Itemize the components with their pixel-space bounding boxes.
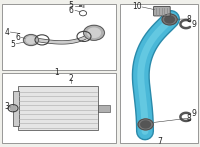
FancyBboxPatch shape	[120, 4, 198, 143]
Text: 5: 5	[69, 1, 73, 10]
Text: 4: 4	[5, 27, 9, 37]
Circle shape	[141, 121, 150, 128]
Text: 8: 8	[187, 114, 191, 123]
Text: 6: 6	[15, 33, 20, 42]
Text: 9: 9	[192, 109, 196, 118]
Text: 5: 5	[11, 40, 15, 49]
Text: 6: 6	[69, 6, 73, 15]
Circle shape	[23, 35, 39, 46]
Circle shape	[84, 25, 104, 40]
FancyBboxPatch shape	[18, 86, 98, 130]
Circle shape	[138, 119, 153, 130]
Text: 1: 1	[55, 68, 59, 77]
Circle shape	[10, 106, 16, 110]
Text: 9: 9	[192, 20, 196, 29]
Text: 7: 7	[158, 137, 162, 146]
FancyBboxPatch shape	[98, 105, 110, 112]
Circle shape	[88, 28, 100, 37]
Circle shape	[162, 14, 177, 25]
Text: 10: 10	[132, 2, 142, 11]
Text: 2: 2	[69, 74, 73, 83]
Text: 3: 3	[5, 102, 9, 111]
Circle shape	[26, 37, 36, 43]
Circle shape	[165, 16, 174, 23]
FancyBboxPatch shape	[13, 91, 19, 126]
FancyBboxPatch shape	[2, 73, 116, 143]
FancyBboxPatch shape	[2, 4, 116, 70]
FancyBboxPatch shape	[154, 6, 170, 16]
Text: 8: 8	[187, 15, 191, 24]
